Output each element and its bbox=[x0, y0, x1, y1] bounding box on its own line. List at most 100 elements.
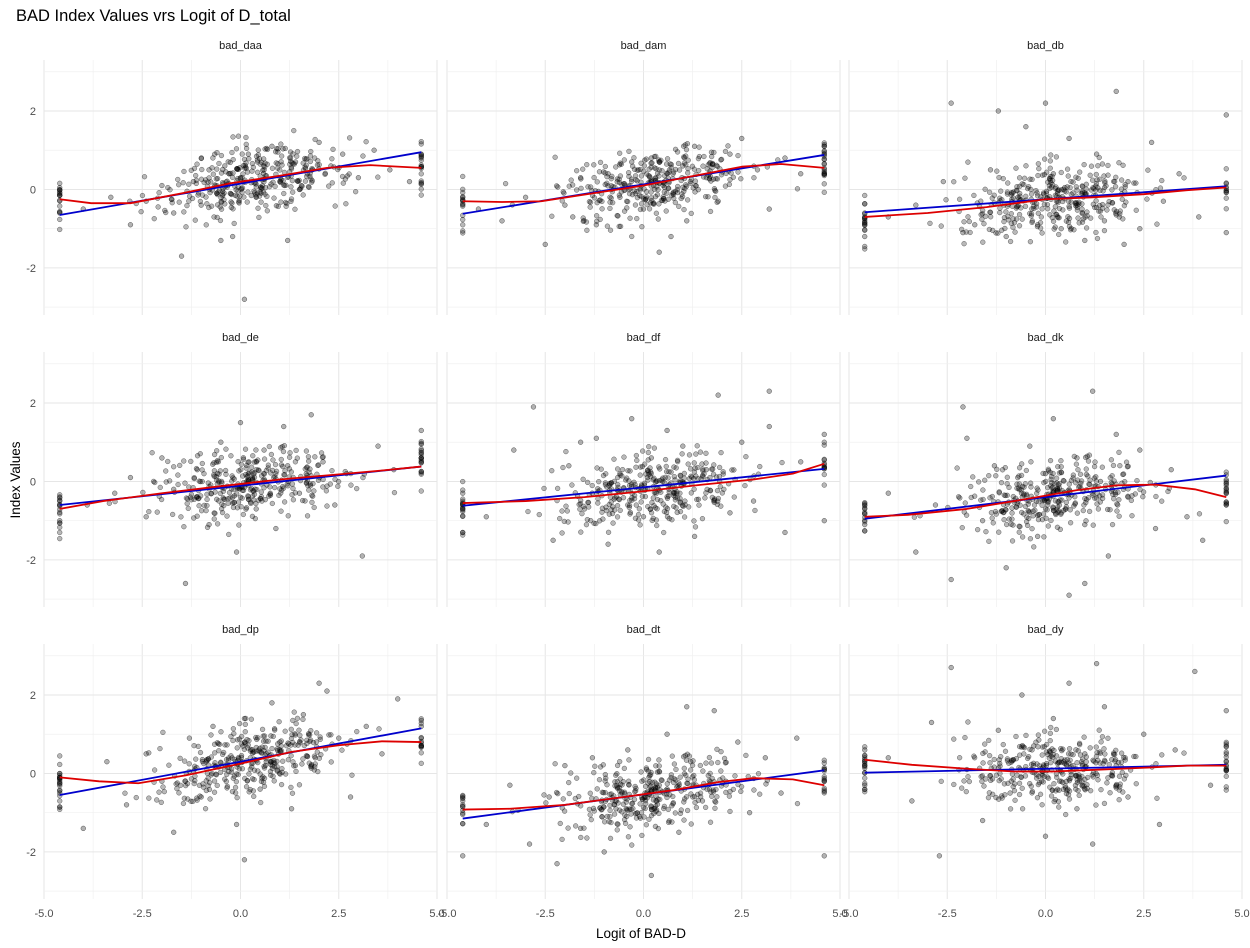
scatter-point bbox=[291, 709, 297, 715]
scatter-point bbox=[1019, 806, 1026, 812]
scatter-point bbox=[629, 159, 635, 165]
scatter-point bbox=[615, 800, 621, 806]
scatter-point bbox=[289, 732, 295, 738]
scatter-point bbox=[418, 460, 424, 466]
scatter-point bbox=[483, 514, 489, 520]
scatter-point bbox=[1005, 780, 1011, 786]
scatter-point bbox=[1223, 518, 1229, 525]
scatter-point bbox=[511, 447, 517, 453]
scatter-point bbox=[234, 745, 240, 751]
scatter-point bbox=[670, 800, 676, 806]
scatter-point bbox=[1070, 179, 1076, 185]
scatter-point bbox=[702, 804, 709, 811]
scatter-point bbox=[980, 496, 986, 503]
scatter-point bbox=[692, 465, 698, 471]
scatter-point bbox=[591, 174, 597, 181]
scatter-point bbox=[671, 464, 677, 470]
scatter-point bbox=[293, 447, 299, 454]
scatter-point bbox=[1000, 741, 1006, 748]
scatter-point bbox=[1122, 184, 1128, 190]
scatter-point bbox=[246, 789, 252, 795]
facet-strip-label: bad_df bbox=[627, 332, 662, 344]
scatter-point bbox=[191, 496, 197, 503]
scatter-point bbox=[965, 159, 971, 165]
scatter-point bbox=[211, 789, 218, 795]
scatter-point bbox=[1039, 206, 1045, 212]
scatter-point bbox=[1040, 779, 1046, 785]
scatter-point bbox=[581, 217, 587, 224]
scatter-point bbox=[1050, 416, 1057, 422]
scatter-point bbox=[233, 146, 240, 152]
scatter-point bbox=[574, 168, 580, 174]
scatter-point bbox=[614, 503, 621, 509]
scatter-point bbox=[782, 155, 788, 161]
scatter-point bbox=[706, 176, 713, 182]
scatter-point bbox=[578, 185, 584, 192]
scatter-point bbox=[683, 794, 690, 800]
scatter-point bbox=[1125, 494, 1131, 500]
scatter-point bbox=[1009, 510, 1015, 516]
scatter-point bbox=[661, 189, 667, 195]
scatter-point bbox=[655, 825, 661, 832]
scatter-point bbox=[996, 529, 1002, 535]
scatter-point bbox=[1223, 502, 1229, 508]
scatter-point bbox=[1023, 193, 1029, 199]
scatter-point bbox=[1070, 190, 1076, 196]
scatter-point bbox=[617, 223, 624, 230]
scatter-point bbox=[290, 497, 297, 503]
scatter-point bbox=[1058, 469, 1064, 475]
facet-panel: bad_de-202 bbox=[26, 332, 438, 607]
scatter-point bbox=[311, 155, 318, 161]
scatter-point bbox=[184, 496, 191, 502]
scatter-point bbox=[188, 491, 195, 498]
scatter-point bbox=[326, 183, 332, 189]
scatter-point bbox=[255, 457, 261, 463]
scatter-point bbox=[57, 806, 63, 813]
scatter-point bbox=[624, 205, 630, 211]
scatter-point bbox=[312, 454, 318, 460]
scatter-point bbox=[304, 513, 311, 519]
scatter-point bbox=[1036, 737, 1042, 743]
scatter-point bbox=[821, 189, 827, 196]
scatter-point bbox=[640, 804, 647, 811]
scatter-point bbox=[1028, 191, 1035, 197]
scatter-point bbox=[211, 741, 218, 747]
facet-strip-label: bad_db bbox=[1027, 40, 1064, 52]
scatter-point bbox=[681, 765, 687, 771]
scatter-point bbox=[1045, 523, 1051, 529]
scatter-point bbox=[1033, 187, 1039, 194]
scatter-point bbox=[1105, 172, 1111, 178]
scatter-point bbox=[687, 178, 693, 185]
scatter-point bbox=[1035, 781, 1041, 788]
scatter-point bbox=[1073, 461, 1080, 467]
scatter-point bbox=[862, 246, 868, 252]
scatter-point bbox=[655, 216, 661, 222]
scatter-point bbox=[250, 453, 256, 459]
scatter-point bbox=[1093, 760, 1099, 766]
scatter-point bbox=[1223, 180, 1229, 186]
scatter-point bbox=[1016, 791, 1023, 798]
scatter-point bbox=[626, 757, 632, 763]
scatter-point bbox=[1153, 493, 1159, 500]
scatter-point bbox=[1113, 88, 1119, 95]
scatter-point bbox=[240, 487, 247, 494]
scatter-point bbox=[1133, 781, 1139, 787]
scatter-point bbox=[711, 186, 718, 192]
scatter-point bbox=[264, 208, 270, 214]
scatter-point bbox=[199, 478, 205, 485]
scatter-point bbox=[1074, 202, 1080, 208]
scatter-point bbox=[287, 450, 293, 456]
scatter-point bbox=[979, 216, 985, 222]
scatter-point bbox=[778, 790, 784, 796]
scatter-point bbox=[1116, 449, 1122, 456]
scatter-point bbox=[1049, 787, 1055, 793]
scatter-point bbox=[166, 478, 173, 484]
scatter-point bbox=[418, 186, 424, 192]
scatter-point bbox=[262, 744, 268, 751]
scatter-point bbox=[307, 153, 314, 159]
scatter-point bbox=[1095, 163, 1101, 169]
scatter-point bbox=[139, 192, 146, 199]
scatter-point bbox=[927, 220, 933, 227]
scatter-point bbox=[1044, 774, 1051, 780]
scatter-point bbox=[709, 793, 715, 799]
